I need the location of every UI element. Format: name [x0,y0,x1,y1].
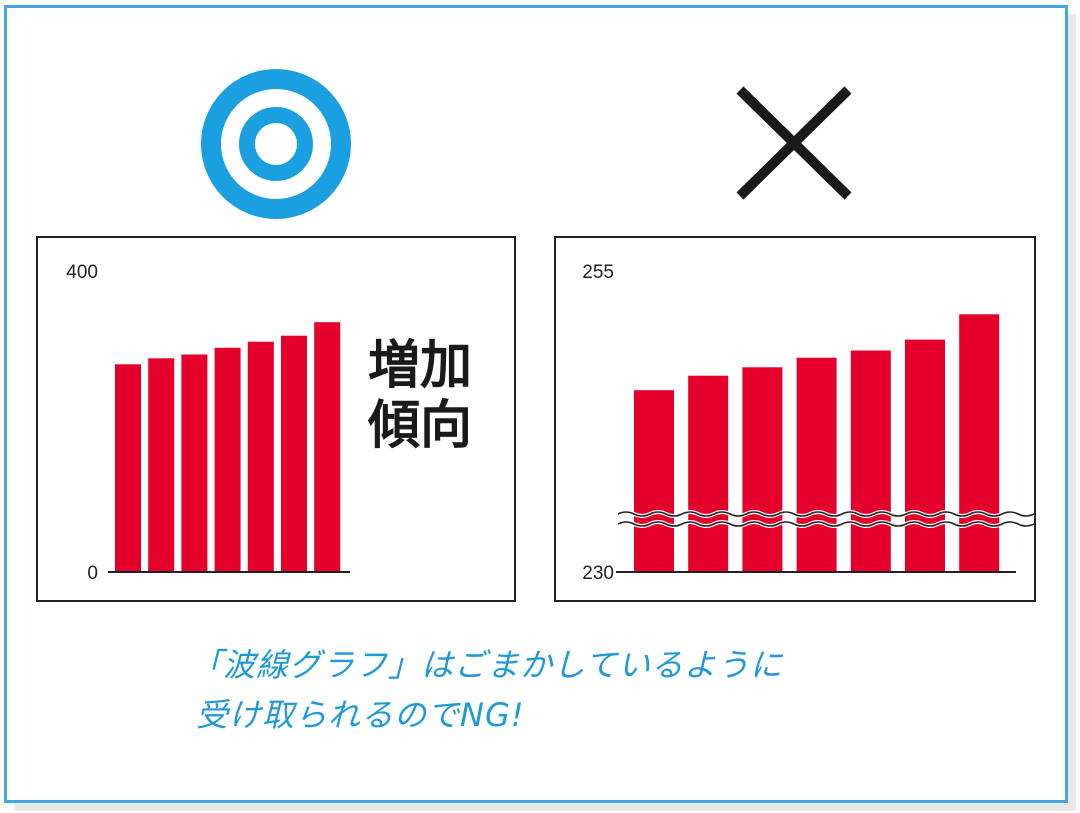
bar [850,350,891,572]
caption-line2: 受け取られるのでNG! [196,696,525,734]
y-tick-label: 400 [66,262,98,283]
bar [148,358,175,572]
bar [214,347,241,572]
trend-label: 増加 傾向 [368,336,498,456]
bar [247,341,274,572]
double-circle-icon [201,69,351,219]
bad-chart-panel: 230 255 [554,236,1036,602]
good-bar-chart: 0 400 [66,262,350,584]
trend-label-line1: 増加 [368,336,473,396]
bar [115,364,141,572]
trend-label-line2: 傾向 [368,396,473,456]
bar [742,367,783,572]
good-chart-panel: 0 400 [36,236,516,602]
bar [181,354,208,572]
bar [634,390,674,572]
frame-shadow-right [1067,14,1076,804]
bar [905,339,945,572]
bar [281,335,307,572]
frame-shadow-bottom [14,802,1076,811]
bad-bar-chart: 230 255 [582,262,1034,584]
axis-break-mark [617,510,1034,528]
cross-icon [736,86,852,200]
caption-line1: 「波線グラフ」はごまかしているように [190,646,784,684]
caption: 「波線グラフ」はごまかしているように 受け取られるのでNG! [190,640,950,740]
bar [959,314,1000,572]
bar [688,375,729,572]
bar [314,322,341,572]
y-tick-label: 0 [87,563,98,584]
bar [796,357,837,572]
y-tick-label: 255 [582,262,614,283]
y-tick-label: 230 [582,563,614,584]
